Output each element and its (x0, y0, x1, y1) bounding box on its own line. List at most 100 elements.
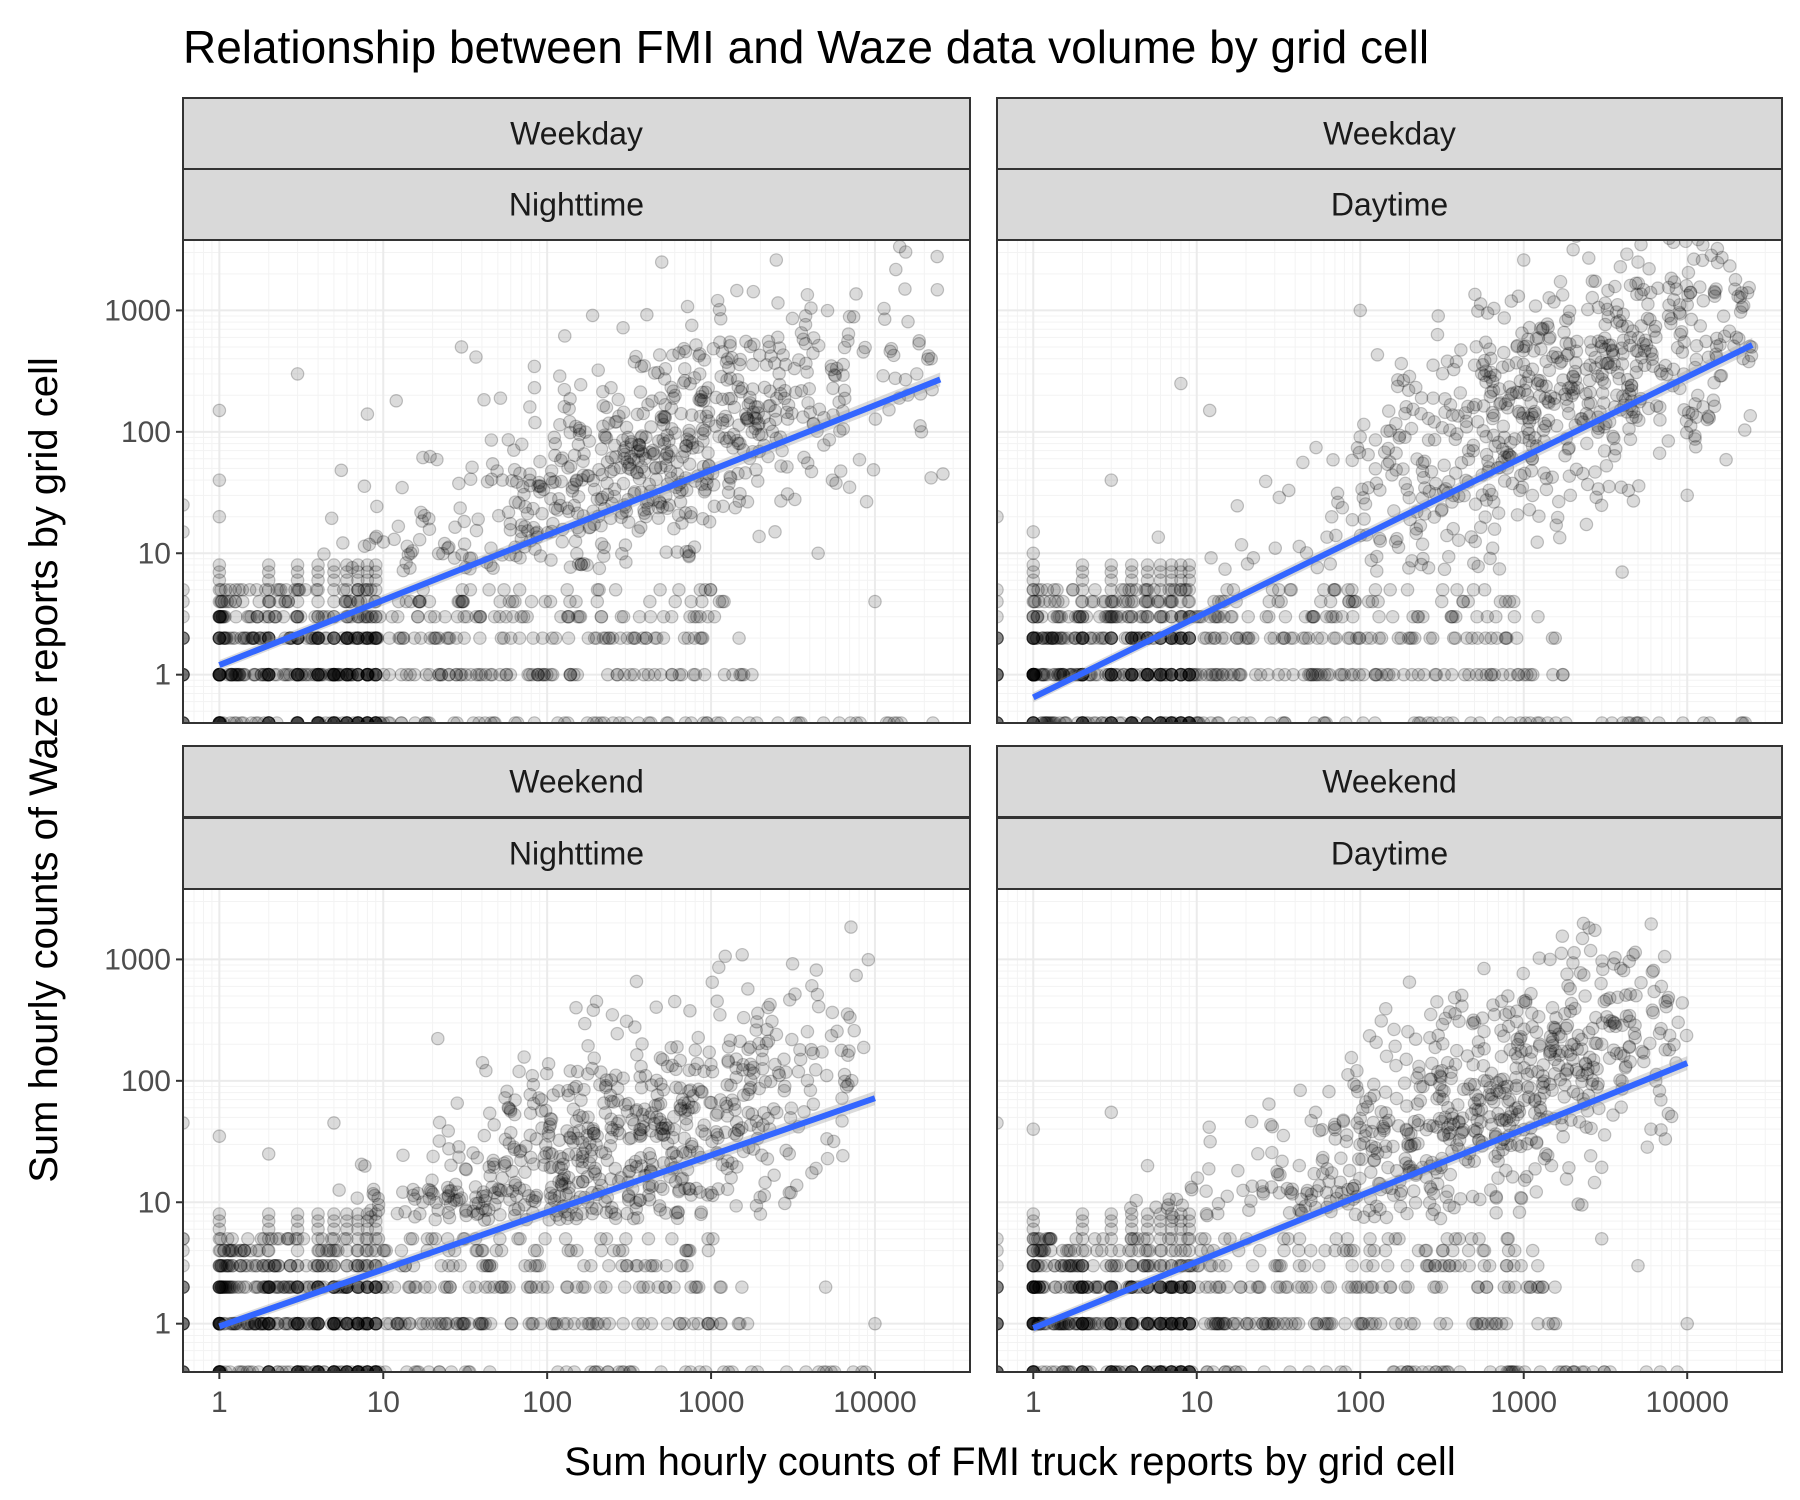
x-axis-title: Sum hourly counts of FMI truck reports b… (564, 1440, 1455, 1484)
data-point (290, 565, 305, 579)
data-point (575, 1149, 590, 1164)
data-point (522, 1316, 536, 1331)
data-point (351, 573, 365, 587)
data-point (1415, 1365, 1430, 1372)
data-point (1545, 631, 1560, 645)
data-point (494, 1280, 509, 1294)
data-point (1744, 348, 1759, 363)
data-point (261, 1365, 276, 1372)
data-point (261, 1365, 276, 1372)
data-point (508, 1178, 523, 1192)
data-point (641, 1232, 656, 1246)
data-point (855, 1365, 869, 1372)
data-point (254, 667, 269, 682)
data-point (612, 1126, 627, 1141)
data-point (1167, 631, 1181, 645)
data-point (604, 1130, 619, 1145)
data-point (1190, 667, 1205, 682)
data-point (364, 583, 378, 597)
data-point (1602, 479, 1616, 494)
data-point (482, 1202, 496, 1217)
data-point (1205, 667, 1219, 682)
data-point (1418, 481, 1432, 495)
data-point (1742, 280, 1756, 295)
data-point (502, 1101, 516, 1116)
data-point (1026, 631, 1041, 645)
data-point (454, 340, 469, 354)
data-point (254, 667, 269, 682)
data-point (649, 1073, 664, 1088)
data-point (426, 1187, 440, 1201)
data-point (503, 1192, 517, 1207)
data-point (670, 1040, 684, 1054)
data-point (307, 667, 321, 682)
data-point (1556, 373, 1570, 387)
data-point (578, 1280, 592, 1294)
data-point (350, 1365, 365, 1372)
data-point (572, 423, 587, 438)
data-point (1138, 667, 1152, 682)
data-point (701, 446, 715, 460)
data-point (252, 631, 267, 645)
data-point (1075, 631, 1090, 645)
data-point (1104, 667, 1119, 682)
data-point (767, 356, 782, 370)
data-point (1305, 667, 1320, 682)
data-point (1342, 594, 1356, 609)
data-point (214, 1258, 228, 1273)
data-point (765, 424, 780, 439)
data-point (1174, 1365, 1188, 1372)
data-point (351, 1258, 365, 1273)
data-point (1153, 1365, 1168, 1372)
data-point (382, 631, 397, 645)
data-point (658, 1118, 673, 1132)
data-point (653, 1051, 668, 1065)
data-point (715, 413, 730, 427)
data-point (1277, 667, 1292, 682)
data-point (636, 1280, 650, 1294)
data-point (560, 609, 575, 624)
data-point (1409, 526, 1424, 541)
data-point (1737, 423, 1752, 437)
data-point (237, 631, 251, 645)
data-point (671, 508, 686, 522)
data-point (1456, 594, 1470, 609)
data-point (1175, 1365, 1189, 1372)
data-point (1440, 528, 1454, 543)
data-point (717, 667, 732, 682)
data-point (1516, 406, 1531, 421)
data-point (1388, 534, 1403, 549)
data-point (1583, 335, 1598, 349)
data-point (620, 1206, 634, 1221)
data-point (733, 436, 747, 451)
data-point (1124, 1365, 1139, 1372)
data-point (709, 1108, 724, 1122)
data-point (694, 1207, 708, 1222)
data-point (1035, 667, 1049, 682)
data-point (1689, 410, 1704, 424)
data-point (1124, 1365, 1139, 1372)
data-point (261, 565, 276, 579)
data-point (1153, 1214, 1168, 1228)
data-point (1527, 404, 1542, 419)
data-point (764, 349, 778, 363)
data-point (768, 412, 783, 427)
data-point (683, 1004, 697, 1018)
data-point (552, 1133, 567, 1148)
data-point (1374, 667, 1389, 682)
data-point (1174, 667, 1188, 682)
data-point (798, 317, 813, 332)
data-point (1542, 396, 1556, 410)
data-point (311, 1207, 325, 1221)
data-point (538, 1138, 553, 1152)
data-point (712, 594, 727, 609)
data-point (627, 667, 642, 682)
data-point (1555, 667, 1570, 682)
data-point (301, 1316, 315, 1331)
data-point (1140, 667, 1155, 682)
data-point (513, 551, 527, 565)
data-point (360, 1280, 375, 1294)
data-point (1639, 338, 1654, 352)
data-point (523, 1087, 537, 1102)
